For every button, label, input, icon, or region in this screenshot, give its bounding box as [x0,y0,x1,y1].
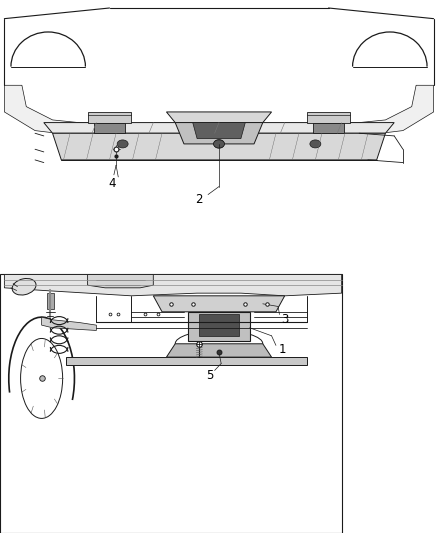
Polygon shape [307,112,350,123]
Text: 5: 5 [207,369,214,382]
Bar [0,5,438,274]
Polygon shape [88,274,153,288]
Text: 4: 4 [108,177,116,190]
Polygon shape [53,133,385,160]
Polygon shape [44,123,394,133]
Polygon shape [313,123,344,133]
Polygon shape [199,314,239,336]
Polygon shape [193,123,245,139]
Polygon shape [88,112,131,123]
Ellipse shape [12,278,36,295]
Polygon shape [175,123,263,144]
Polygon shape [94,123,125,133]
Polygon shape [4,274,342,296]
Polygon shape [4,85,96,136]
Ellipse shape [214,140,224,148]
Bar [0,274,342,533]
Polygon shape [42,317,96,330]
Polygon shape [188,312,250,341]
Polygon shape [66,357,307,365]
Polygon shape [342,85,434,136]
Text: 3: 3 [281,313,288,326]
Polygon shape [166,344,272,357]
Text: 1: 1 [279,343,286,356]
Text: 2: 2 [195,193,203,206]
Ellipse shape [310,140,321,148]
Bar [47,293,54,309]
Polygon shape [166,112,272,123]
Ellipse shape [117,140,128,148]
Polygon shape [153,296,285,312]
